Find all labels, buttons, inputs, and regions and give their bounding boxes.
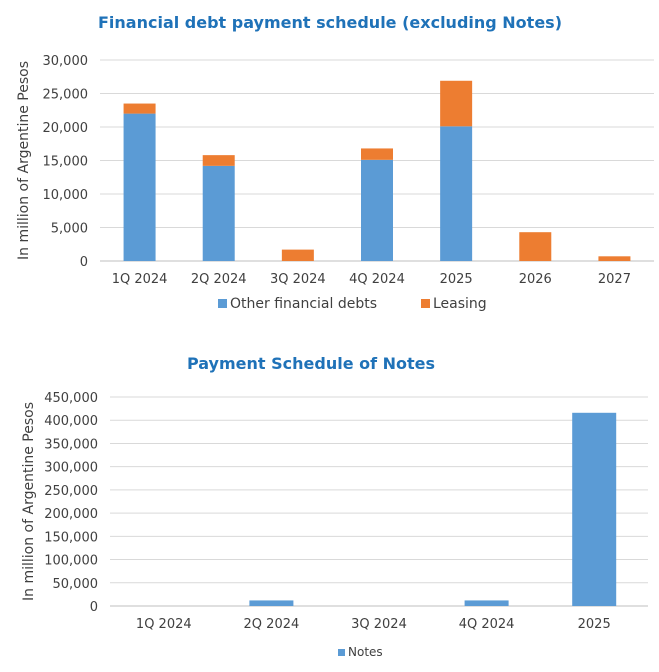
- y-tick-label: 150,000: [44, 530, 98, 545]
- y-tick-label: 20,000: [43, 121, 89, 136]
- y-tick-label: 200,000: [44, 507, 98, 522]
- legend-label: Other financial debts: [230, 296, 377, 312]
- x-tick-label: 1Q 2024: [136, 617, 192, 632]
- debt-schedule-chart: Financial debt payment schedule (excludi…: [16, 13, 654, 312]
- y-tick-label: 450,000: [44, 391, 98, 406]
- bar-leasing-4q-2024: [361, 148, 393, 160]
- legend-swatch: [338, 649, 345, 656]
- y-tick-label: 300,000: [44, 461, 98, 476]
- bar-leasing-2q-2024: [202, 155, 235, 166]
- y-tick-label: 100,000: [44, 554, 98, 569]
- y-tick-label: 30,000: [43, 54, 89, 69]
- bar-notes-2q-2024: [249, 600, 294, 606]
- bar-other-financial-debts-2q-2024: [202, 165, 235, 261]
- bar-leasing-3q-2024: [281, 249, 314, 261]
- x-tick-label: 2025: [578, 617, 611, 632]
- y-tick-label: 0: [90, 600, 98, 615]
- legend-label: Leasing: [433, 296, 487, 312]
- bar-leasing-2027: [598, 256, 631, 261]
- x-tick-label: 4Q 2024: [349, 272, 405, 287]
- x-tick-label: 3Q 2024: [351, 617, 407, 632]
- notes-schedule-chart: Payment Schedule of Notes 0 50,000 100,000 1…: [21, 354, 648, 659]
- y-axis-label: In million of Argentine Pesos: [16, 61, 32, 260]
- x-tick-label: 2025: [440, 272, 473, 287]
- chart-title: Payment Schedule of Notes: [187, 354, 435, 373]
- bar-leasing-2026: [519, 232, 552, 261]
- y-tick-label: 250,000: [44, 484, 98, 499]
- bar-other-financial-debts-2025: [440, 126, 473, 261]
- bar-notes-4q-2024: [464, 600, 509, 606]
- x-tick-label: 4Q 2024: [459, 617, 515, 632]
- bar-leasing-2025: [440, 80, 473, 127]
- y-tick-label: 50,000: [53, 577, 99, 592]
- x-tick-label: 2Q 2024: [244, 617, 300, 632]
- bar-other-financial-debts-4q-2024: [361, 159, 393, 261]
- bar-notes-2025: [572, 412, 617, 606]
- y-tick-label: 15,000: [43, 155, 89, 170]
- legend-swatch: [218, 299, 227, 308]
- bar-other-financial-debts-1q-2024: [123, 113, 156, 261]
- legend-swatch: [421, 299, 430, 308]
- chart-title: Financial debt payment schedule (excludi…: [98, 13, 562, 32]
- y-tick-label: 25,000: [43, 88, 89, 103]
- y-tick-label: 400,000: [44, 414, 98, 429]
- x-tick-label: 2Q 2024: [191, 272, 247, 287]
- y-tick-label: 5,000: [51, 222, 88, 237]
- x-tick-label: 1Q 2024: [112, 272, 168, 287]
- x-tick-label: 2027: [598, 272, 631, 287]
- y-tick-label: 0: [80, 255, 88, 270]
- x-tick-label: 3Q 2024: [270, 272, 326, 287]
- bar-leasing-1q-2024: [123, 103, 156, 114]
- y-tick-label: 350,000: [44, 437, 98, 452]
- legend-label: Notes: [348, 645, 383, 659]
- y-tick-label: 10,000: [43, 188, 89, 203]
- y-axis-label: In million of Argentine Pesos: [21, 402, 37, 601]
- x-tick-label: 2026: [519, 272, 552, 287]
